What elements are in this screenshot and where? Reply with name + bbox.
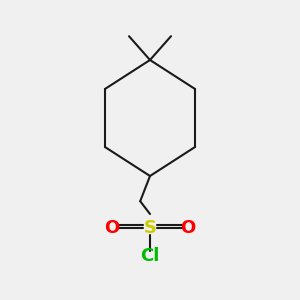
Text: O: O: [104, 219, 120, 237]
Text: S: S: [143, 219, 157, 237]
Text: O: O: [180, 219, 196, 237]
Text: Cl: Cl: [140, 247, 160, 265]
